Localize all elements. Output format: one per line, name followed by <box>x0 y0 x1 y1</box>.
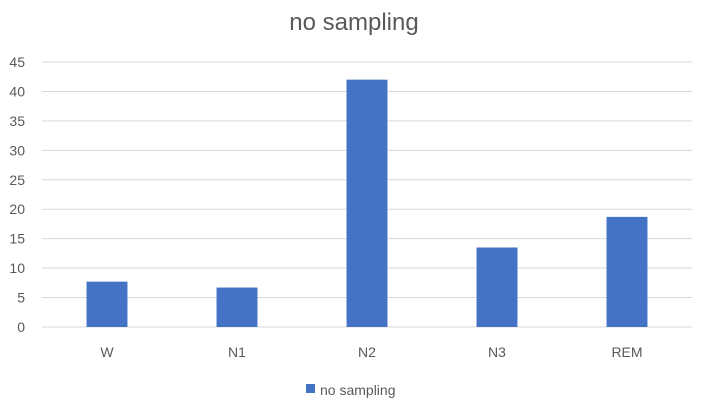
y-tick-label: 20 <box>9 201 25 217</box>
x-tick-label: N1 <box>228 344 246 360</box>
y-tick-label: 5 <box>17 290 25 306</box>
x-tick-label: N2 <box>358 344 376 360</box>
bars <box>86 79 648 328</box>
y-tick-label: 10 <box>9 260 25 276</box>
bar-n2 <box>346 79 388 328</box>
y-tick-label: 15 <box>9 231 25 247</box>
y-tick-label: 25 <box>9 172 25 188</box>
x-tick-label: REM <box>611 344 642 360</box>
x-axis-ticks: W N1 N2 N3 REM <box>100 344 642 360</box>
bar-n3 <box>476 247 518 327</box>
y-axis-ticks: 0 5 10 15 20 25 30 35 40 45 <box>9 54 25 335</box>
x-tick-label: W <box>100 344 114 360</box>
bar-w <box>86 281 128 327</box>
legend-label: no sampling <box>320 382 396 398</box>
y-tick-label: 0 <box>17 319 25 335</box>
y-tick-label: 35 <box>9 113 25 129</box>
legend: no sampling <box>306 382 396 398</box>
y-tick-label: 45 <box>9 54 25 70</box>
legend-swatch <box>306 384 315 393</box>
bar-n1 <box>216 287 258 327</box>
chart-title: no sampling <box>289 9 418 36</box>
y-tick-label: 40 <box>9 83 25 99</box>
y-tick-label: 30 <box>9 142 25 158</box>
bar-rem <box>606 216 648 327</box>
x-tick-label: N3 <box>488 344 506 360</box>
